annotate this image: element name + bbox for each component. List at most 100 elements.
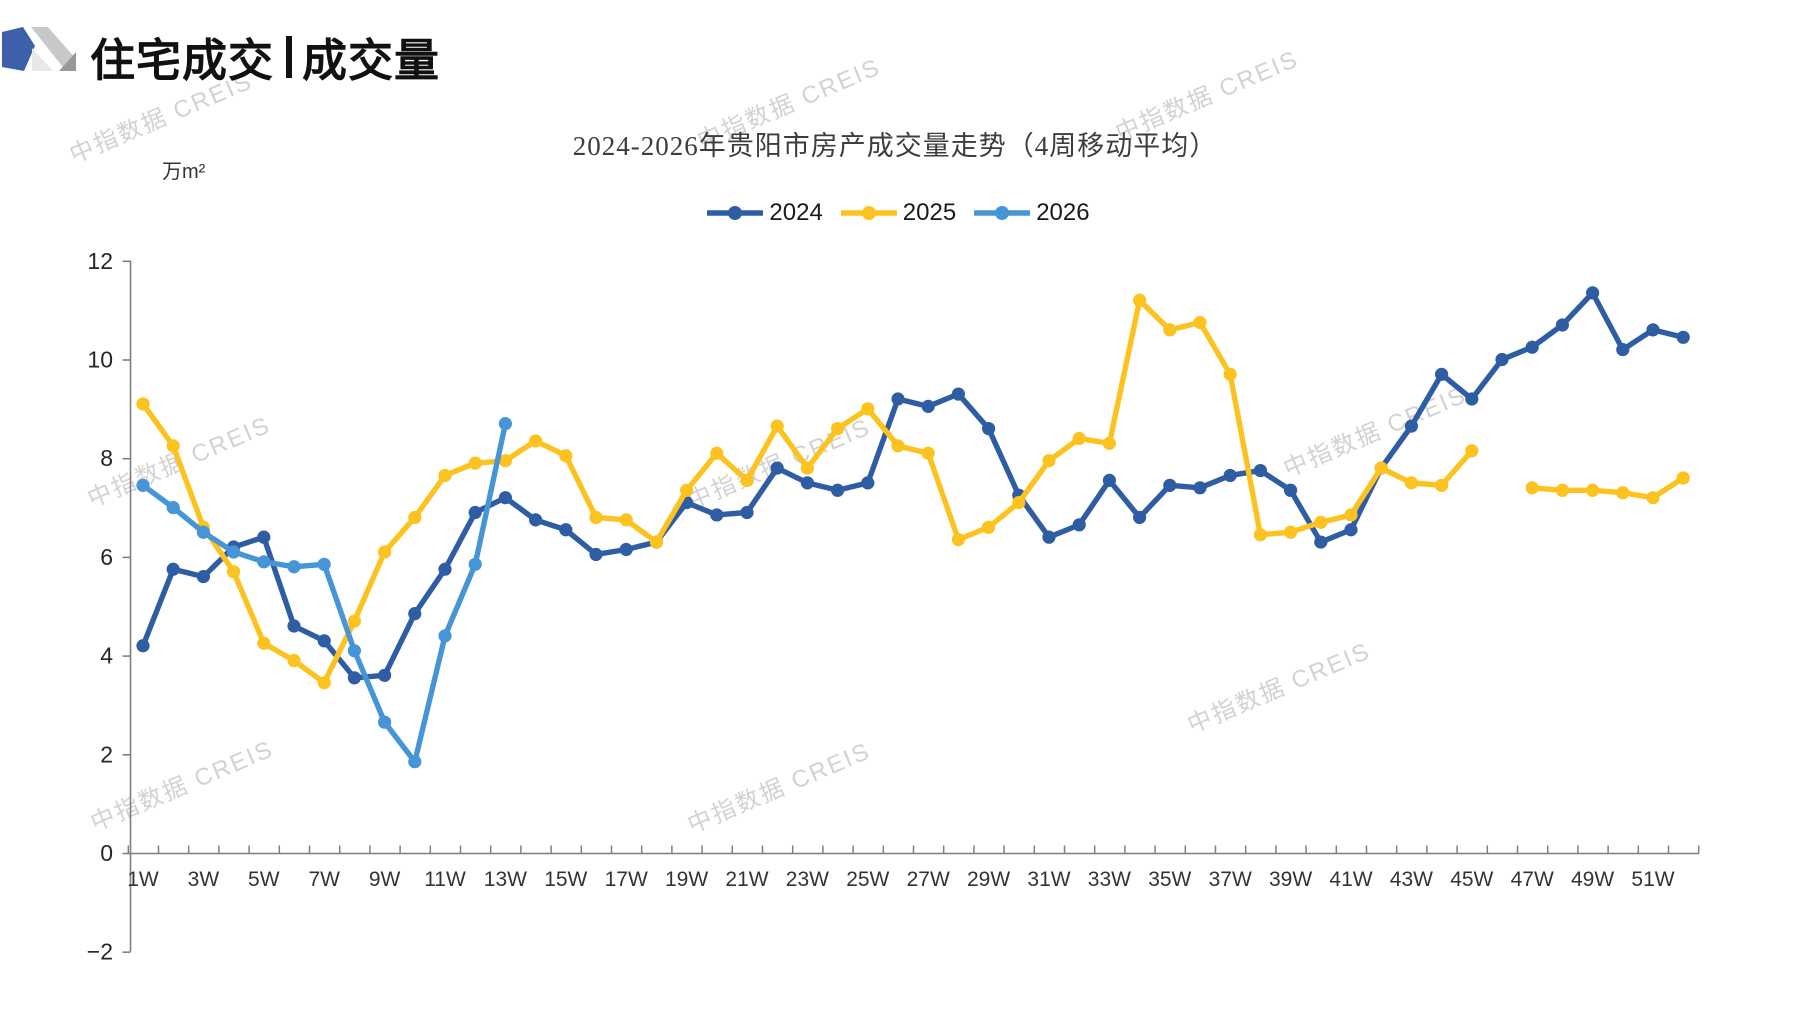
series-2024-point [1253,463,1267,478]
series-2025-point [1102,436,1116,450]
y-axis-unit-label: 万m² [162,161,206,183]
x-axis-label: 3W [188,868,220,891]
series-2025-point [1404,476,1418,490]
series-2025-point [1163,323,1177,337]
series-2024-point [1314,535,1328,549]
series-2025-point [1555,483,1569,497]
series-2024-point [800,476,815,490]
page-header: 住宅成交 成交量 [0,0,1797,90]
series-2025-point [1133,293,1147,307]
series-2025-point [227,565,241,579]
x-axis-label: 47W [1511,868,1554,891]
series-2024-point [1435,367,1449,381]
legend-item-2024: 2024 [707,199,823,227]
series-2024-point [951,387,966,401]
x-axis-label: 33W [1088,868,1131,891]
series-2024-line [140,290,1686,681]
series-2024-point [1102,473,1116,488]
series-2024-point [166,562,180,576]
series-2025-point [951,533,966,547]
chart-legend: 2024 2025 2026 [0,199,1797,227]
series-2025-point [1676,471,1690,485]
series-2025-point [1314,515,1328,529]
x-axis-label: 51W [1631,868,1674,891]
creis-logo [2,27,76,71]
legend-label-2024: 2024 [769,199,823,226]
series-2024-point [287,619,301,633]
x-axis-label: 23W [786,868,829,891]
series-2024-point [589,547,603,562]
x-axis-label: 49W [1571,868,1614,891]
series-2026-point [498,417,512,431]
series-2024-point [1495,352,1509,367]
series-2025-point [1435,478,1449,492]
series-2025-point [1646,491,1660,505]
series-2025-point [982,520,996,534]
series-2025-point [287,653,301,668]
y-axis-label: 4 [100,643,113,669]
series-2025-point [1072,431,1086,446]
series-2025-point [378,545,392,559]
series-2026-point [438,629,452,643]
series-2024-point [408,607,422,621]
x-axis-label: 29W [967,868,1010,891]
x-axis-label: 45W [1450,868,1493,891]
series-2026-point [257,555,271,569]
series-2026-point [196,525,210,539]
series-2024-point [891,392,905,406]
series-2024-point [559,523,573,537]
series-2025-point [1374,461,1388,475]
series-2024-point [1223,468,1237,483]
series-2024-point [1465,392,1479,406]
series-2025-point [347,614,361,628]
series-2024-point [317,634,331,648]
series-2024-point [347,671,361,685]
x-axis-label: 35W [1148,868,1191,891]
legend-item-2026: 2026 [974,199,1090,227]
y-axis-label: 12 [87,248,113,274]
x-axis-label: 5W [248,868,280,891]
x-axis-label: 15W [544,868,587,891]
series-2024-point [619,542,633,557]
series-2024-point [257,530,271,544]
legend-label-2025: 2025 [902,199,957,226]
series-2025-point [1525,481,1539,495]
series-2024-point [1193,481,1207,495]
legend-marker-2026 [974,206,1031,220]
series-2025-point [559,449,573,463]
series-2025-point [800,461,815,475]
series-2026-point [468,557,482,571]
x-axis-label: 19W [665,868,708,891]
series-2025-point [1012,496,1026,510]
series-2024-point [1616,343,1630,357]
y-axis-label: 6 [100,544,113,570]
series-2025-point [438,468,452,483]
series-2024-point [438,562,452,576]
x-axis-label: 11W [424,868,466,891]
series-2024-point [740,505,754,520]
series-2025-point [921,446,935,460]
series-2024-point [982,421,996,436]
series-2025-point [529,434,543,448]
series-2025-point [770,419,784,433]
legend-marker-2025 [840,206,897,220]
series-2024-point [1163,478,1177,492]
x-axis-label: 43W [1390,868,1433,891]
series-2025-point [1284,525,1298,539]
series-2025-line [1529,475,1686,501]
chart-title: 2024-2026年贵阳市房产成交量走势（4周移动平均） [572,131,1218,161]
x-axis-label: 31W [1027,868,1070,891]
y-axis-label: 0 [100,840,113,866]
series-2024-point [861,476,875,490]
series-2024-point [529,513,543,527]
series-2025-point [257,636,271,650]
series-2025-point [710,446,724,460]
series-2024-point [1646,323,1660,337]
series-2025-point [1344,508,1358,522]
series-2026-point [166,500,180,515]
page-title: 住宅成交 成交量 [90,24,440,89]
legend-item-2025: 2025 [840,199,957,227]
series-2024-point [1525,340,1539,354]
